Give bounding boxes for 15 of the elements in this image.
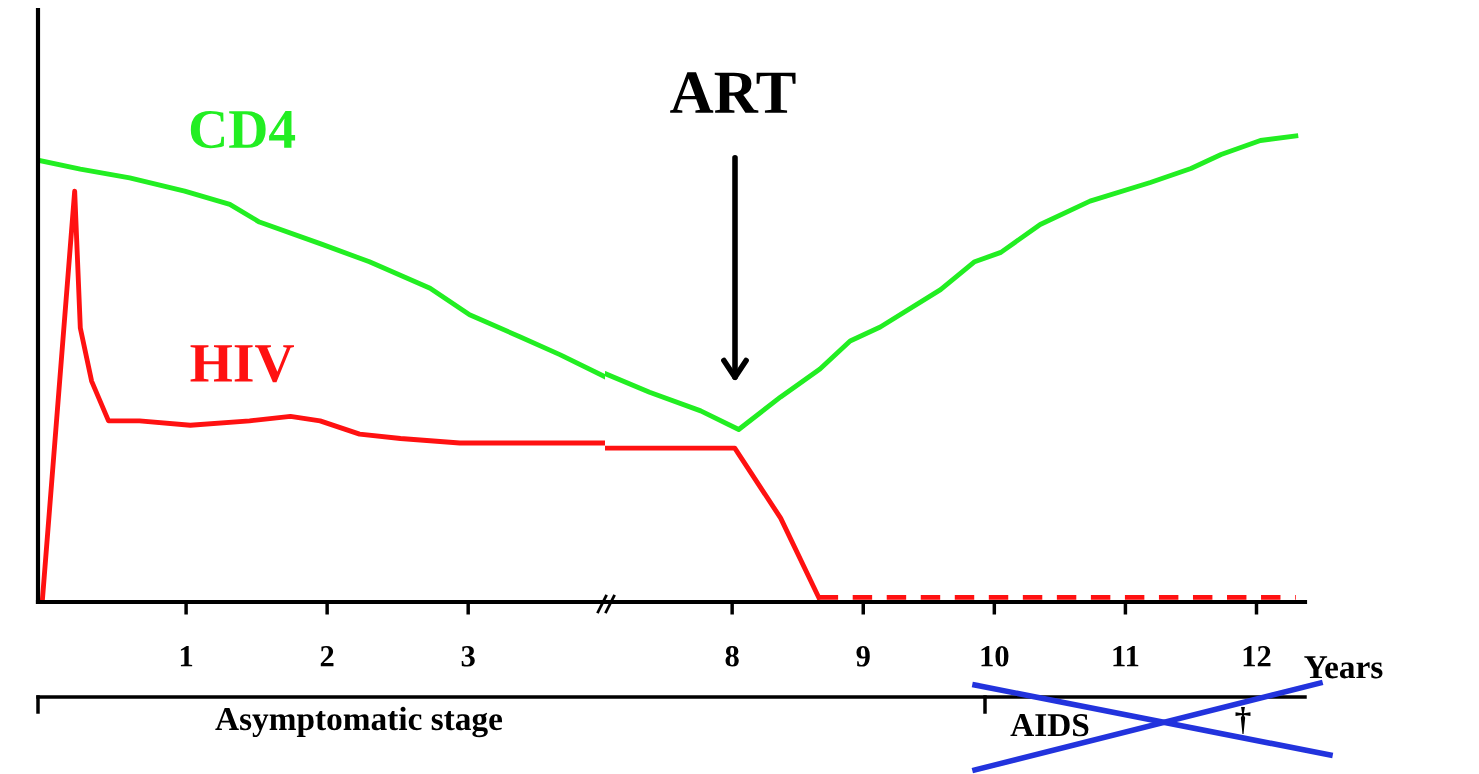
text: AIDS: [1010, 713, 1089, 737]
x-tick-label: 1: [180, 646, 193, 667]
text: †: [1235, 706, 1251, 734]
x-tick-label: 3: [461, 646, 475, 667]
x-tick-label: 12: [1243, 646, 1271, 667]
x-tick-label: 8: [725, 645, 739, 667]
x-axis-title: Years: [1304, 656, 1383, 679]
x-tick-label: 10: [981, 645, 1009, 667]
series-label: HIV: [190, 345, 294, 383]
text: ART: [670, 72, 796, 113]
x-tick-label: 9: [856, 646, 870, 667]
text: Asymptomatic stage: [215, 706, 503, 738]
x-tick-label: 11: [1113, 646, 1139, 667]
series-label: CD4: [190, 110, 296, 149]
x-tick-label: 2: [320, 646, 334, 667]
